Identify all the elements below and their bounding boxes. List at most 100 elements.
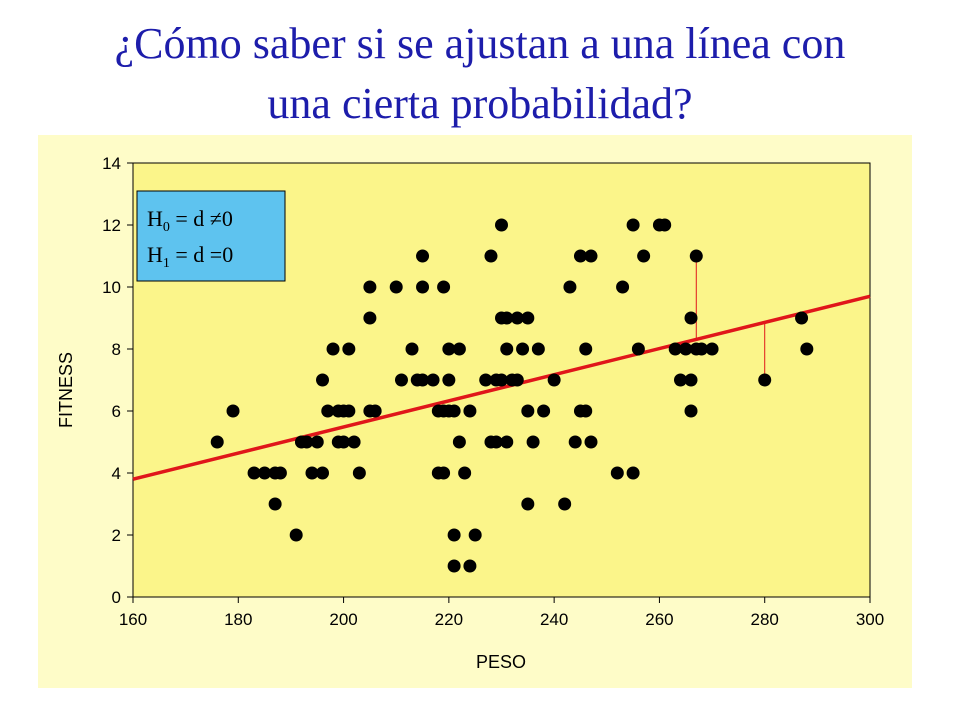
point [426,373,440,387]
point [689,249,703,263]
point [368,404,382,418]
point [510,373,524,387]
relation: = d =0 [170,242,233,267]
point [447,404,461,418]
point [573,249,587,263]
point [437,466,451,480]
point [352,466,366,480]
point [584,249,598,263]
x-tick-label: 300 [856,610,884,629]
point [347,435,361,449]
point [658,218,672,232]
title-line: ¿Cómo saber si se ajustan a una línea co… [115,19,846,68]
point [226,404,240,418]
hypotheses: H0 = d ≠0H1 = d =0 [147,206,233,271]
x-tick-label: 240 [540,610,568,629]
point [626,466,640,480]
point [316,466,330,480]
hypothesis-box [136,190,286,282]
y-tick-label: 2 [112,526,121,545]
point [442,342,456,356]
point [510,311,524,325]
x-tick-label: 280 [751,610,779,629]
point [342,342,356,356]
point [521,497,535,511]
x-tick-label: 200 [329,610,357,629]
point [326,342,340,356]
y-tick-label: 4 [112,464,121,483]
point [363,280,377,294]
point [258,466,272,480]
y-tick-label: 0 [112,588,121,607]
point [479,373,493,387]
point [500,311,514,325]
point [452,435,466,449]
fit-line [132,294,871,481]
point [637,249,651,263]
y-tick-label: 10 [102,278,121,297]
point [247,466,261,480]
title-line: una cierta probabilidad? [267,79,692,128]
point [626,218,640,232]
point [416,249,430,263]
point [758,373,772,387]
y-axis-label: FITNESS [56,352,76,428]
symbol: H [147,206,163,231]
point [668,342,682,356]
point [795,311,809,325]
point [800,342,814,356]
point [468,528,482,542]
point [705,342,719,356]
point [684,311,698,325]
marks [132,218,871,573]
relation: = d ≠0 [170,206,233,231]
point [210,435,224,449]
point [363,311,377,325]
point [337,435,351,449]
point [537,404,551,418]
y-tick-label: 14 [102,154,121,173]
point [289,528,303,542]
point [616,280,630,294]
point [495,373,508,387]
point [516,342,530,356]
point [547,373,561,387]
point [563,280,577,294]
point [489,435,503,449]
y-tick-label: 8 [112,340,121,359]
point [416,373,430,387]
point [484,249,498,263]
point [531,342,545,356]
x-tick-label: 180 [224,610,252,629]
point [679,342,693,356]
x-tick-label: 260 [645,610,673,629]
point [305,466,319,480]
point [437,280,451,294]
subscript: 0 [163,220,170,235]
point [447,559,461,573]
point [405,342,419,356]
point [273,466,287,480]
point [394,373,408,387]
point [526,435,540,449]
point [500,435,514,449]
point [452,342,466,356]
x-tick-label: 160 [119,610,147,629]
point [442,373,456,387]
x-axis-label: PESO [476,652,526,672]
point [268,497,282,511]
point [389,280,403,294]
hypothesis: H1 = d =0 [147,242,233,271]
point [416,280,430,294]
point [521,311,535,325]
point [300,435,314,449]
point [579,342,593,356]
point [584,435,598,449]
y-tick-label: 6 [112,402,121,421]
symbol: H [147,242,163,267]
subscript: 1 [163,256,170,271]
point [447,528,461,542]
point [673,373,687,387]
point [463,404,477,418]
point [342,404,356,418]
